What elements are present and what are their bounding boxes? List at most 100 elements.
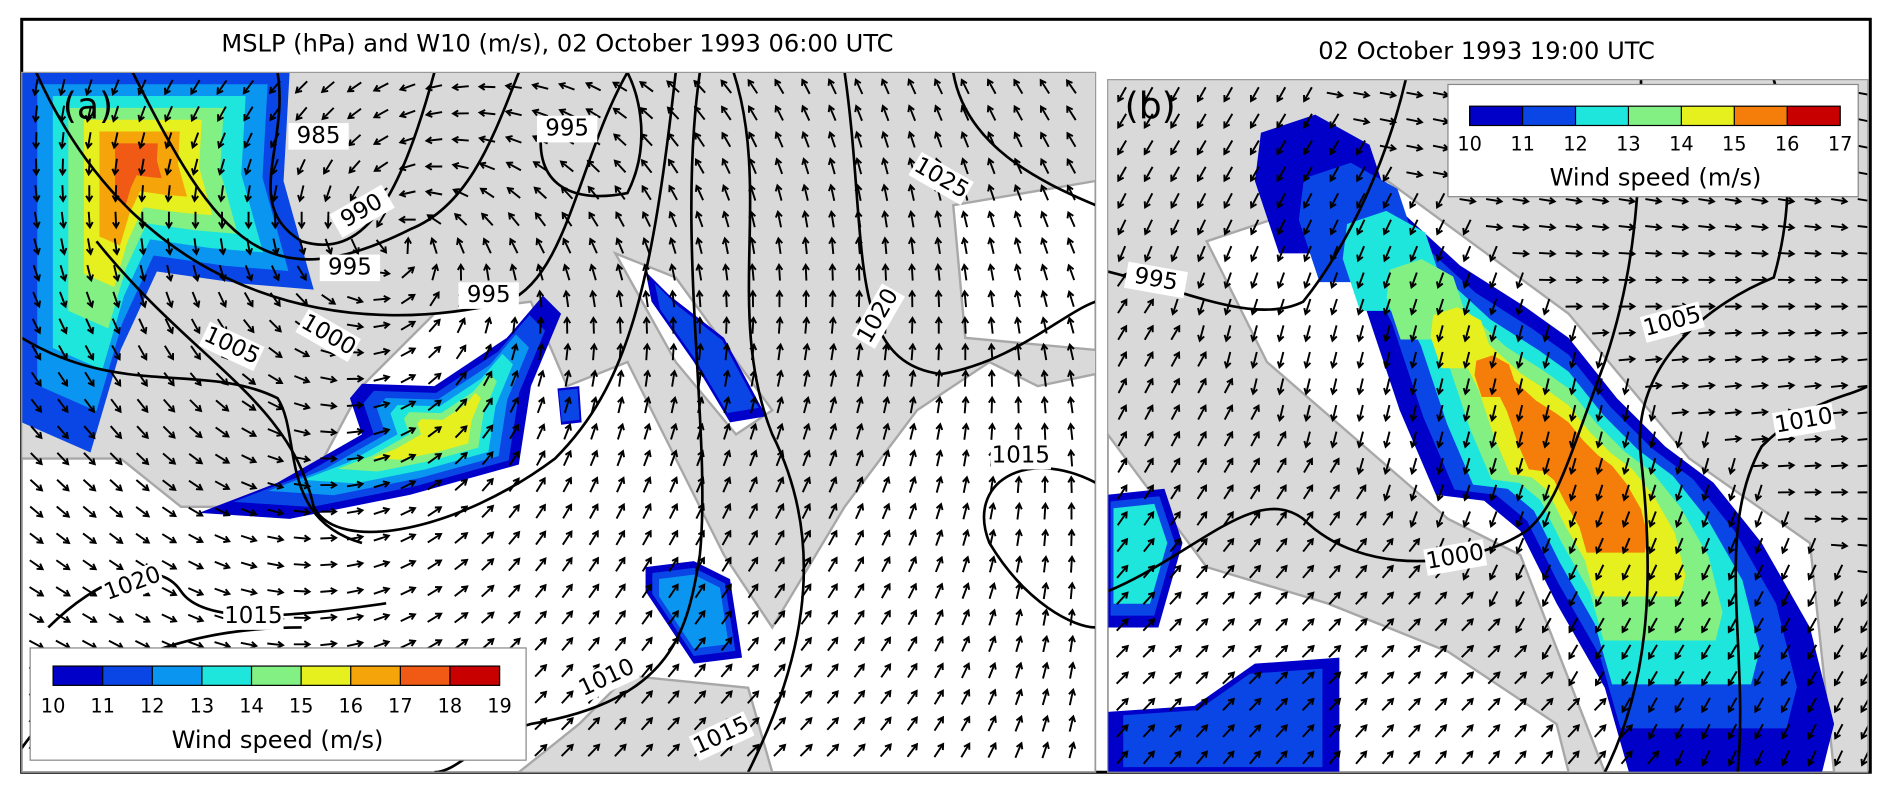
wind-arrow	[641, 609, 653, 625]
colorbar-tick-label: 15	[289, 695, 314, 718]
wind-arrow	[961, 342, 970, 361]
wind-arrow	[1435, 192, 1446, 209]
wind-arrow	[59, 211, 68, 230]
wind-arrow	[1276, 484, 1287, 500]
colorbar-tick-label: 15	[1722, 132, 1747, 155]
wind-arrow	[1804, 276, 1823, 284]
wind-arrow	[1698, 328, 1716, 337]
wind-arrow	[987, 369, 996, 387]
wind-arrow	[29, 532, 44, 544]
wind-arrow	[747, 636, 759, 652]
wind-arrow	[1117, 139, 1127, 156]
wind-arrow	[1674, 564, 1684, 581]
wind-arrow	[1830, 434, 1849, 443]
wind-arrow	[588, 237, 598, 254]
wind-arrow	[1170, 298, 1179, 316]
wind-arrow	[1857, 171, 1868, 179]
wind-arrow	[722, 476, 732, 493]
wind-arrow	[373, 506, 391, 515]
wind-arrow	[1671, 249, 1690, 258]
wind-arrow	[424, 162, 443, 171]
isobar-label: 995	[467, 282, 511, 308]
wind-arrow	[346, 374, 365, 383]
wind-arrow	[1067, 608, 1076, 626]
wind-arrow	[1595, 670, 1605, 687]
wind-arrow	[909, 449, 917, 467]
wind-arrow	[33, 238, 41, 256]
wind-arrow	[1067, 554, 1076, 573]
wind-arrow	[561, 690, 574, 704]
wind-arrow	[559, 160, 574, 173]
wind-arrow	[588, 529, 599, 546]
wind-arrow	[1381, 724, 1395, 738]
wind-arrow	[1041, 714, 1050, 732]
wind-arrow	[427, 639, 443, 650]
wind-arrow	[1143, 537, 1155, 553]
wind-arrow	[1462, 484, 1471, 502]
wind-arrow	[828, 316, 837, 334]
wind-arrow	[1382, 192, 1393, 209]
wind-arrow	[642, 476, 652, 493]
isobar-label-bg	[908, 152, 974, 206]
wind-arrow	[1328, 750, 1341, 765]
wind-arrow	[1303, 86, 1313, 103]
wind-arrow	[320, 587, 338, 595]
wind-arrow	[639, 107, 654, 120]
wind-arrow	[776, 422, 785, 440]
wind-arrow	[1301, 644, 1315, 658]
wind-arrow	[1780, 750, 1791, 767]
wind-arrow	[109, 479, 124, 492]
colorbar-label: Wind speed (m/s)	[1550, 164, 1762, 192]
wind-arrow	[400, 347, 417, 357]
wind-arrow	[879, 743, 892, 758]
wind-arrow	[188, 479, 204, 491]
wind-arrow	[561, 636, 574, 651]
wind-arrow	[135, 479, 150, 492]
wind-arrow	[747, 105, 758, 121]
wind-arrow	[1195, 618, 1209, 632]
colorbar-swatch	[1787, 106, 1841, 126]
wind-arrow	[1701, 484, 1710, 502]
wind-arrow	[1724, 434, 1743, 443]
wind-arrow	[1356, 166, 1366, 183]
wind-arrow	[536, 316, 545, 334]
wind-arrow	[400, 373, 417, 384]
wind-arrow	[1857, 198, 1868, 205]
wind-arrow	[58, 79, 66, 97]
wind-arrow	[775, 316, 784, 334]
colorbar-tick-label: 14	[239, 695, 264, 718]
wind-arrow	[240, 561, 258, 570]
colorbar-box	[1447, 83, 1859, 198]
wind-shading	[659, 574, 729, 649]
wind-arrow	[987, 263, 996, 281]
wind-arrow	[82, 479, 97, 492]
wind-arrow	[721, 610, 733, 625]
wind-arrow	[880, 78, 890, 95]
wind-arrow	[320, 481, 338, 490]
wind-arrow	[561, 556, 573, 572]
wind-arrow	[614, 636, 627, 652]
wind-arrow	[1013, 263, 1022, 281]
wind-arrow	[1353, 117, 1371, 126]
wind-arrow	[880, 636, 892, 652]
wind-arrow	[1701, 431, 1710, 449]
wind-arrow	[747, 78, 759, 94]
wind-arrow	[1751, 223, 1769, 232]
wind-shading	[654, 283, 759, 414]
wind-arrow	[479, 187, 495, 199]
wind-arrow	[534, 690, 548, 704]
wind-arrow	[773, 663, 786, 678]
wind-arrow	[643, 396, 652, 414]
wind-arrow	[908, 262, 916, 281]
wind-arrow	[508, 557, 521, 572]
wind-arrow	[85, 291, 95, 309]
wind-arrow	[58, 132, 67, 150]
wind-arrow	[267, 481, 285, 490]
wind-arrow	[429, 236, 438, 254]
wind-arrow	[827, 609, 839, 625]
wind-arrow	[906, 716, 918, 731]
wind-arrow	[112, 264, 121, 283]
wind-arrow	[560, 716, 574, 731]
wind-arrow	[1409, 378, 1418, 396]
wind-arrow	[346, 454, 365, 463]
